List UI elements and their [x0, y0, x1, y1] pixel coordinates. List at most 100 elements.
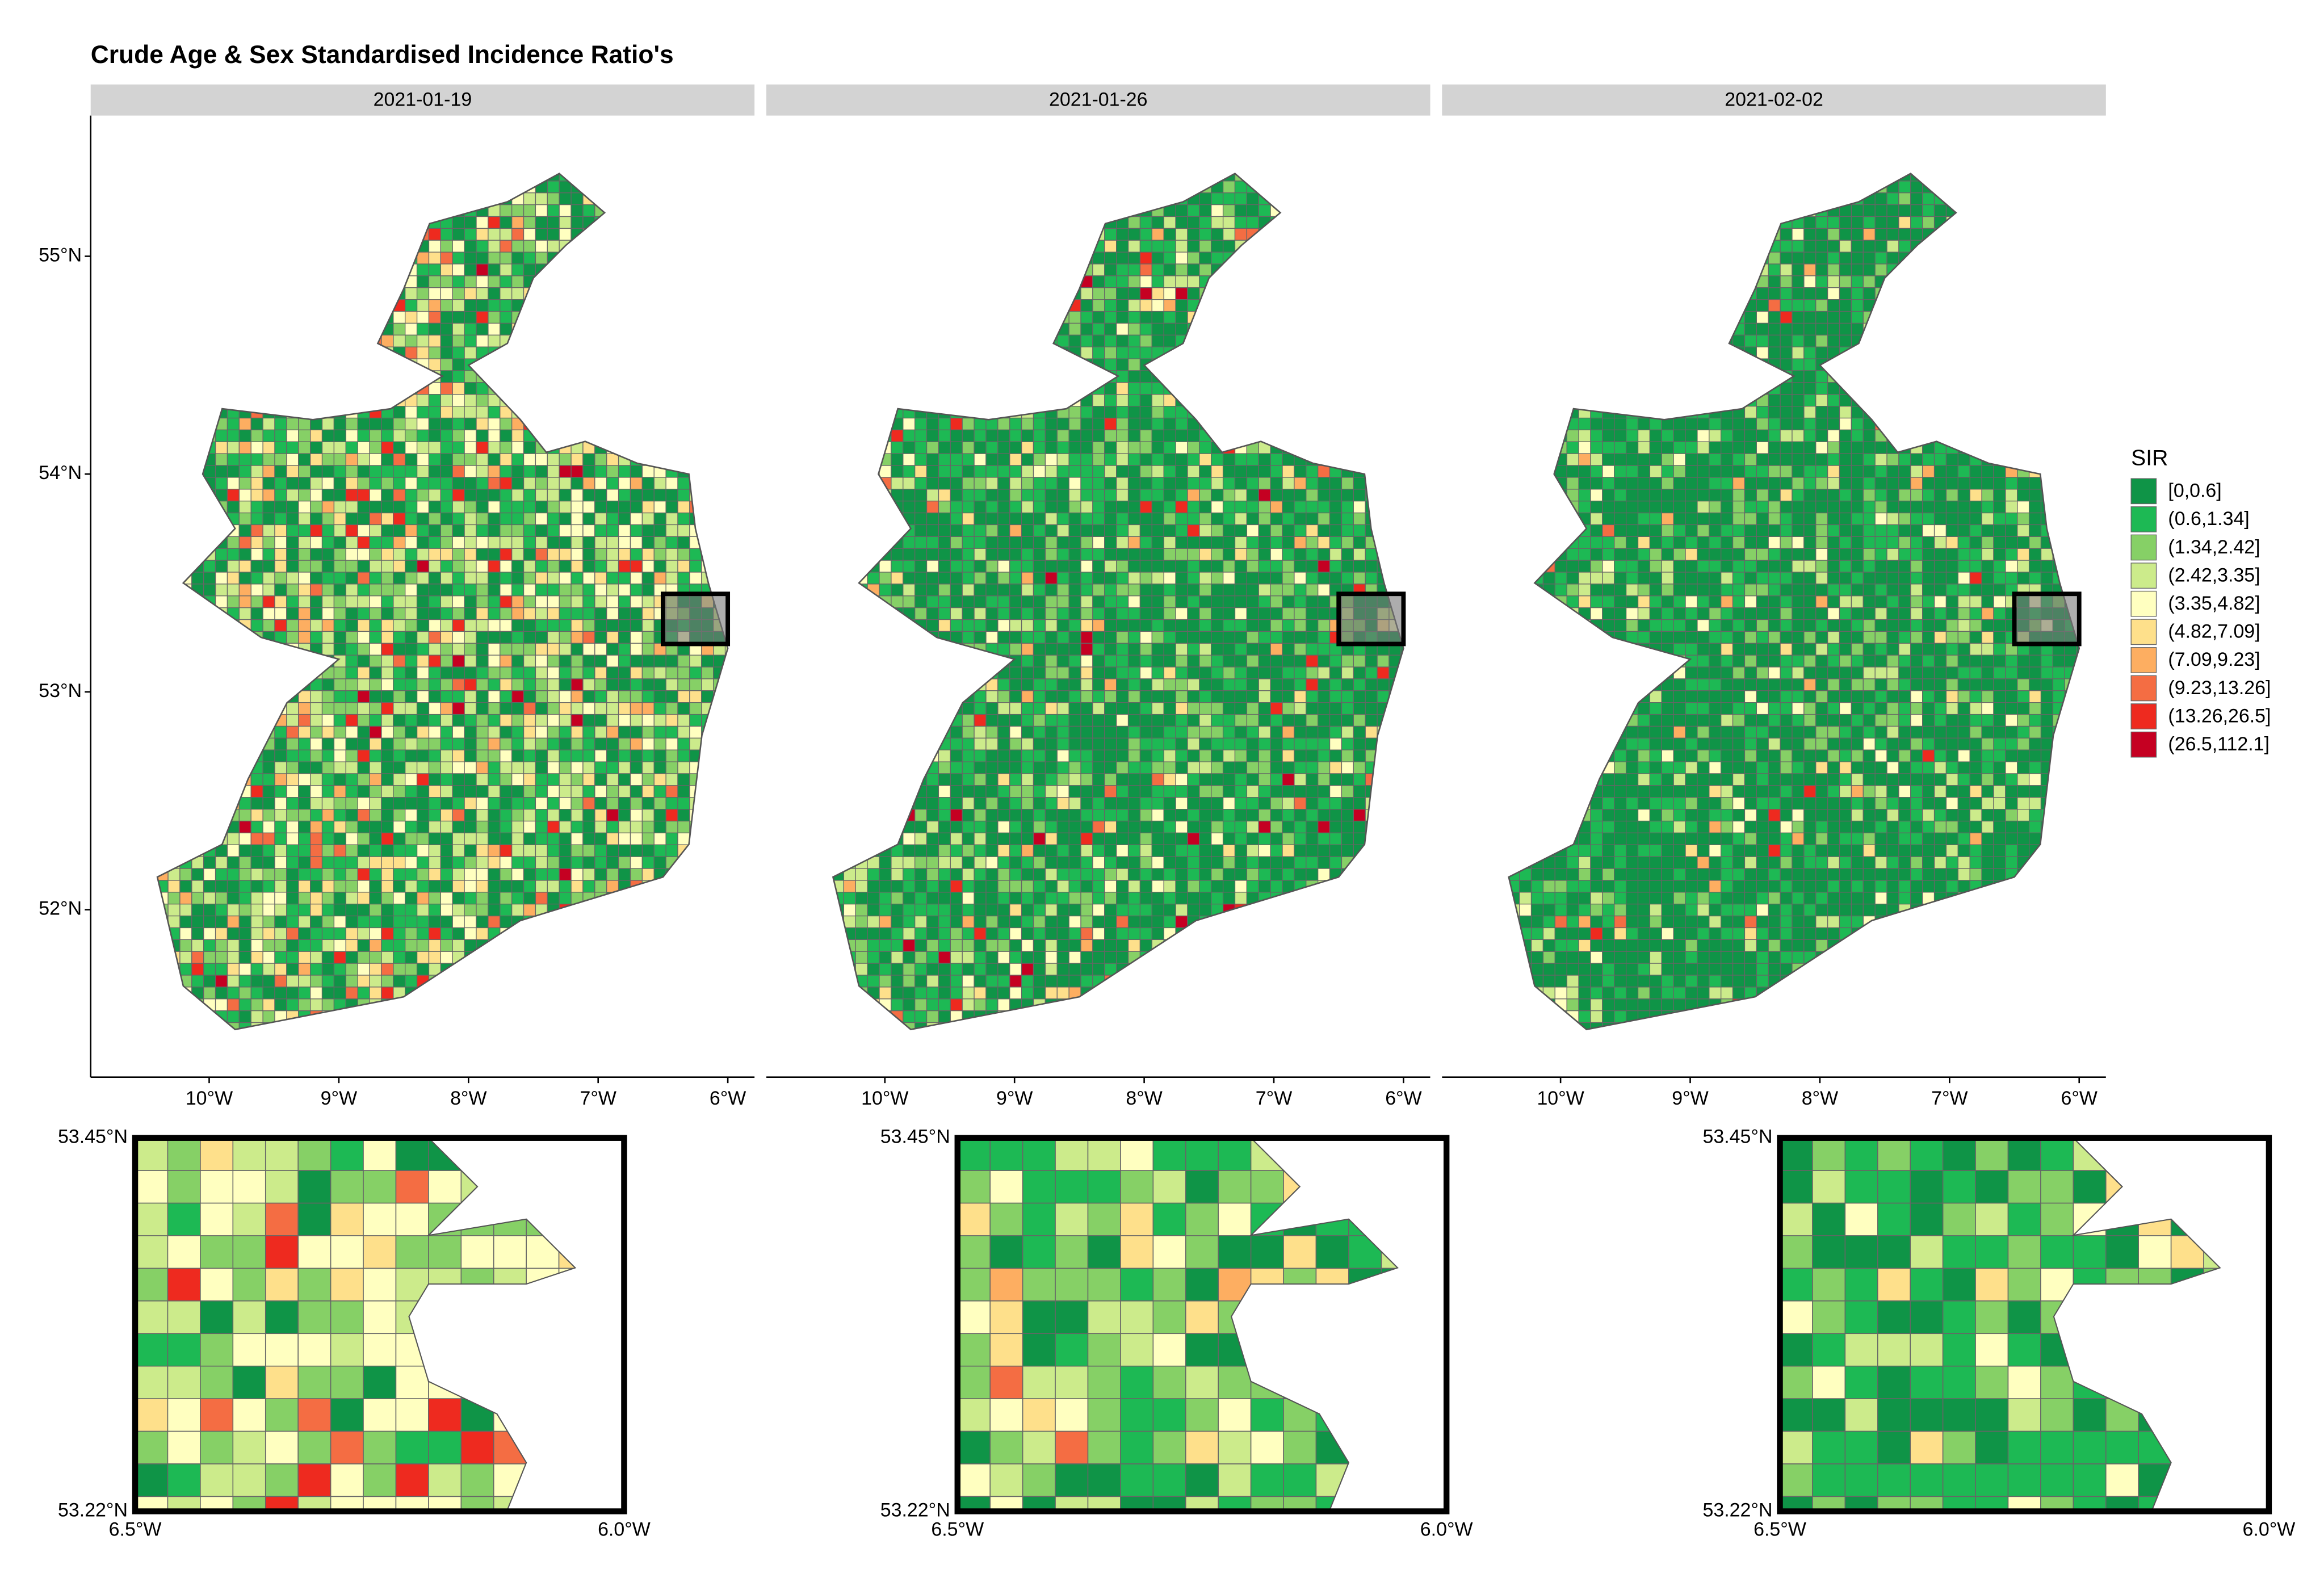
area-cell: [416, 429, 430, 442]
area-cell: [395, 1235, 429, 1269]
area-cell: [630, 714, 643, 727]
area-cell: [570, 797, 584, 810]
area-cell: [1211, 251, 1224, 265]
area-cell: [440, 820, 453, 834]
area-cell: [265, 1300, 299, 1334]
area-cell: [1234, 216, 1248, 229]
area-cell: [1127, 310, 1141, 324]
area-cell: [582, 654, 595, 668]
area-cell: [321, 607, 335, 620]
area-cell: [547, 820, 560, 834]
area-cell: [1080, 299, 1093, 312]
area-cell: [330, 1300, 364, 1334]
area-cell: [428, 1463, 462, 1497]
area-cell: [1092, 322, 1105, 336]
area-cell: [689, 725, 702, 739]
area-cell: [393, 809, 406, 822]
area-cell: [405, 584, 418, 597]
area-cell: [405, 524, 418, 538]
area-cell: [333, 844, 346, 857]
area-cell: [265, 1235, 299, 1269]
area-cell: [476, 904, 489, 917]
area-cell: [440, 749, 453, 762]
area-cell: [274, 951, 287, 964]
area-cell: [250, 868, 263, 881]
area-cell: [381, 785, 394, 798]
area-cell: [547, 619, 560, 632]
area-cell: [428, 643, 442, 656]
area-cell: [393, 584, 406, 597]
area-cell: [559, 465, 572, 478]
area-cell: [630, 654, 643, 668]
area-cell: [297, 1268, 332, 1302]
area-cell: [381, 654, 394, 668]
area-cell: [452, 322, 465, 336]
area-cell: [665, 477, 678, 490]
area-cell: [570, 666, 584, 679]
area-cell: [677, 761, 690, 774]
area-cell: [653, 489, 666, 502]
area-cell: [1151, 310, 1164, 324]
area-cell: [286, 584, 299, 597]
area-cell: [200, 1430, 234, 1464]
area-cell: [452, 524, 465, 538]
area-cell: [641, 572, 655, 585]
area-cell: [570, 714, 584, 727]
area-cell: [641, 607, 655, 620]
inset-y-tick-label: 53.45°N: [58, 1126, 128, 1148]
area-cell: [464, 725, 477, 739]
area-cell: [250, 844, 263, 857]
area-cell: [298, 572, 311, 585]
area-cell: [215, 963, 228, 976]
area-cell: [286, 725, 299, 739]
area-cell: [405, 512, 418, 526]
area-cell: [274, 749, 287, 762]
area-cell: [641, 465, 655, 478]
area-cell: [381, 572, 394, 585]
area-cell: [274, 595, 287, 608]
area-cell: [1151, 240, 1164, 253]
area-cell: [511, 228, 525, 241]
area-cell: [582, 489, 595, 502]
area-cell: [274, 417, 287, 431]
area-cell: [630, 477, 643, 490]
area-cell: [1222, 192, 1236, 205]
area-cell: [500, 880, 513, 893]
area-cell: [500, 892, 513, 905]
area-cell: [440, 310, 453, 324]
area-cell: [250, 619, 263, 632]
area-cell: [369, 584, 382, 597]
area-cell: [393, 892, 406, 905]
area-cell: [523, 868, 536, 881]
area-cell: [1116, 299, 1129, 312]
area-cell: [298, 939, 311, 952]
area-cell: [641, 512, 655, 526]
area-cell: [1211, 240, 1224, 253]
area-cell: [547, 856, 560, 869]
area-cell: [286, 429, 299, 442]
area-cell: [345, 690, 358, 703]
area-cell: [440, 346, 453, 359]
area-cell: [238, 915, 251, 929]
area-cell: [405, 453, 418, 466]
area-cell: [535, 560, 548, 573]
area-cell: [606, 631, 619, 644]
area-cell: [416, 737, 430, 750]
area-cell: [369, 785, 382, 798]
area-cell: [488, 904, 501, 917]
area-cell: [488, 405, 501, 419]
area-cell: [440, 761, 453, 774]
area-cell: [1116, 263, 1129, 276]
area-cell: [535, 501, 548, 514]
area-cell: [297, 1365, 332, 1399]
area-cell: [250, 809, 263, 822]
area-cell: [511, 892, 525, 905]
area-cell: [298, 607, 311, 620]
area-cell: [582, 631, 595, 644]
area-cell: [274, 477, 287, 490]
area-cell: [357, 441, 370, 454]
area-cell: [238, 797, 251, 810]
area-cell: [416, 619, 430, 632]
area-cell: [428, 1170, 462, 1204]
area-cell: [582, 465, 595, 478]
